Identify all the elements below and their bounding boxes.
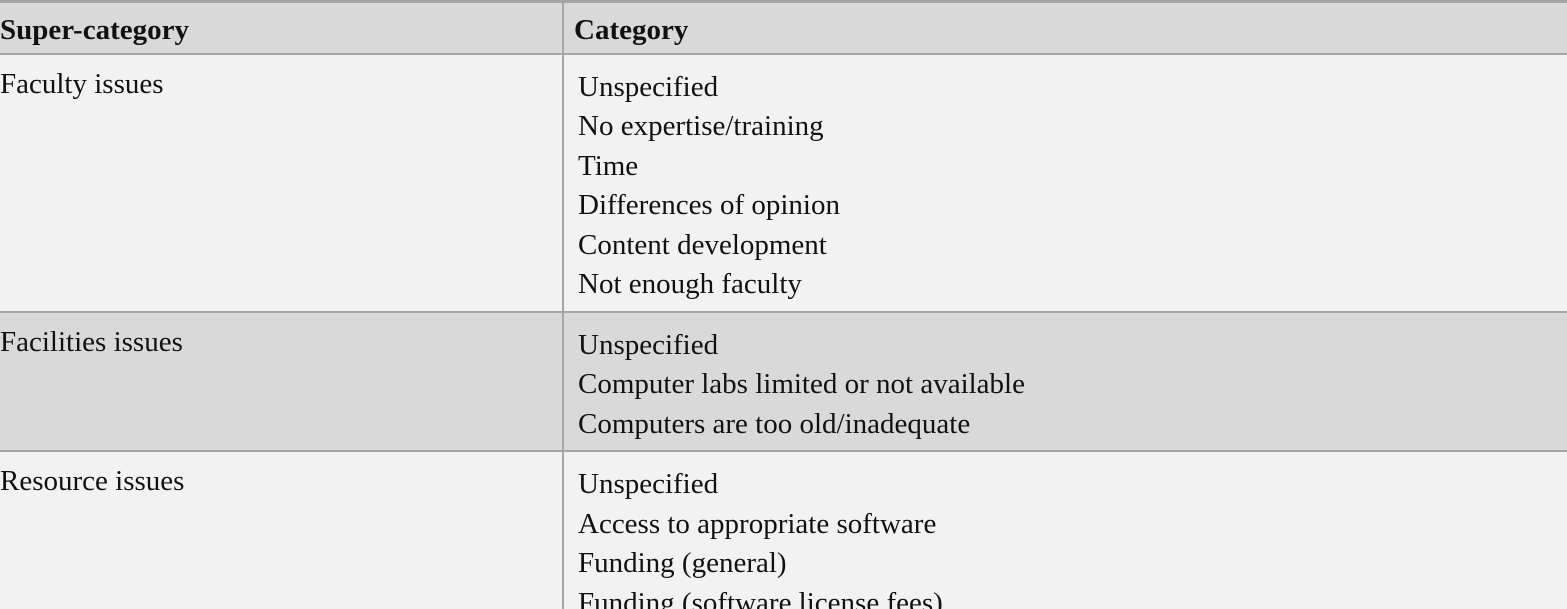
- table-row: Facilities issues Unspecified Computer l…: [0, 311, 1567, 452]
- super-category-label: Faculty issues: [0, 67, 164, 100]
- category-item: Differences of opinion: [578, 189, 840, 221]
- header-row: Super-category Category: [0, 0, 1567, 55]
- category-item: No expertise/training: [578, 110, 824, 142]
- super-category-cell: Facilities issues: [0, 311, 563, 452]
- category-cell: Unspecified No expertise/training Time D…: [562, 53, 1567, 313]
- category-item: Not enough faculty: [578, 268, 802, 300]
- category-item: Unspecified: [578, 328, 719, 361]
- table-header: Super-category Category: [0, 0, 1567, 55]
- category-item: Computer labs limited or not available: [578, 368, 1025, 400]
- category-item: Computers are too old/inadequate: [578, 407, 971, 440]
- super-category-cell: Resource issues: [0, 451, 563, 609]
- category-item: Access to appropriate software: [578, 507, 937, 540]
- category-cell: Unspecified Computer labs limited or not…: [562, 311, 1567, 452]
- category-item: Unspecified: [578, 70, 719, 103]
- table-row: Faculty issues Unspecified No expertise/…: [0, 53, 1567, 313]
- category-cell: Unspecified Access to appropriate softwa…: [562, 451, 1567, 609]
- super-category-label: Facilities issues: [0, 325, 183, 358]
- table-row: Resource issues Unspecified Access to ap…: [0, 451, 1567, 609]
- category-item: Time: [578, 149, 639, 182]
- category-item: Content development: [578, 228, 827, 261]
- header-super-category: Super-category: [0, 0, 563, 55]
- category-item: Funding (software license fees): [578, 586, 943, 609]
- super-category-cell: Faculty issues: [0, 53, 563, 313]
- table-body: Faculty issues Unspecified No expertise/…: [0, 53, 1567, 609]
- category-item: Unspecified: [578, 468, 719, 500]
- category-item: Funding (general): [578, 547, 787, 579]
- header-category: Category: [562, 0, 1567, 55]
- super-category-label: Resource issues: [0, 465, 185, 497]
